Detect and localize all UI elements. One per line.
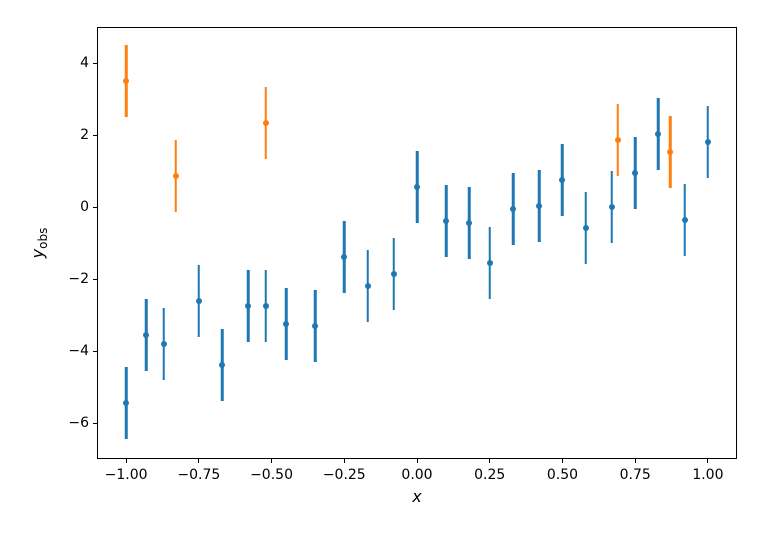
x-tick [707,459,708,463]
x-tick-label: −0.50 [250,467,293,483]
data-point [466,220,472,226]
data-point [341,254,347,260]
x-tick [344,459,345,463]
x-tick [417,459,418,463]
data-point [414,184,420,190]
y-tick [93,423,97,424]
y-tick [93,135,97,136]
y-tick [93,207,97,208]
axes-area [97,27,737,459]
x-tick-label: −0.75 [177,467,220,483]
data-point [510,206,516,212]
y-tick-label: −6 [68,415,89,431]
y-tick [93,63,97,64]
y-tick [93,351,97,352]
data-point [487,260,493,266]
y-axis-label-main: y [28,249,47,258]
y-tick [93,279,97,280]
data-point [123,400,129,406]
data-point [632,170,638,176]
y-tick-label: 2 [80,127,89,143]
x-tick [126,459,127,463]
data-point [705,139,711,145]
data-point [123,78,129,84]
spine-left [97,27,98,459]
x-axis-label: x [412,487,421,506]
data-point [263,303,269,309]
x-tick [271,459,272,463]
x-tick [489,459,490,463]
x-tick-label: −1.00 [105,467,148,483]
data-point [667,149,673,155]
data-point [219,362,225,368]
y-axis-label-sub: obs [36,228,50,249]
data-point [583,225,589,231]
data-point [655,131,661,137]
y-tick-label: 4 [80,55,89,71]
x-tick [198,459,199,463]
data-point [391,271,397,277]
data-point [161,341,167,347]
y-tick-label: −2 [68,271,89,287]
x-tick-label: 1.00 [692,467,723,483]
data-point [365,283,371,289]
spine-right [736,27,737,459]
x-tick-label: −0.25 [323,467,366,483]
data-point [312,323,318,329]
x-tick-label: 0.50 [547,467,578,483]
data-point [559,177,565,183]
y-tick-label: −4 [68,343,89,359]
data-point [173,173,179,179]
data-point [609,204,615,210]
data-point [283,321,289,327]
figure: −1.00 −0.75 −0.50 −0.25 0.00 0.25 0.50 0.75 1.00… [0,0,773,533]
data-point [143,332,149,338]
x-tick-label: 0.25 [474,467,505,483]
data-point [443,218,449,224]
y-tick-label: 0 [80,199,89,215]
x-tick [562,459,563,463]
data-point [682,217,688,223]
x-tick-label: 0.00 [401,467,432,483]
data-point [196,298,202,304]
data-point [245,303,251,309]
x-tick-label: 0.75 [620,467,651,483]
data-point [615,137,621,143]
x-tick [635,459,636,463]
spine-top [97,27,737,28]
data-point [536,203,542,209]
y-axis-label: yobs [28,228,50,259]
data-point [263,120,269,126]
